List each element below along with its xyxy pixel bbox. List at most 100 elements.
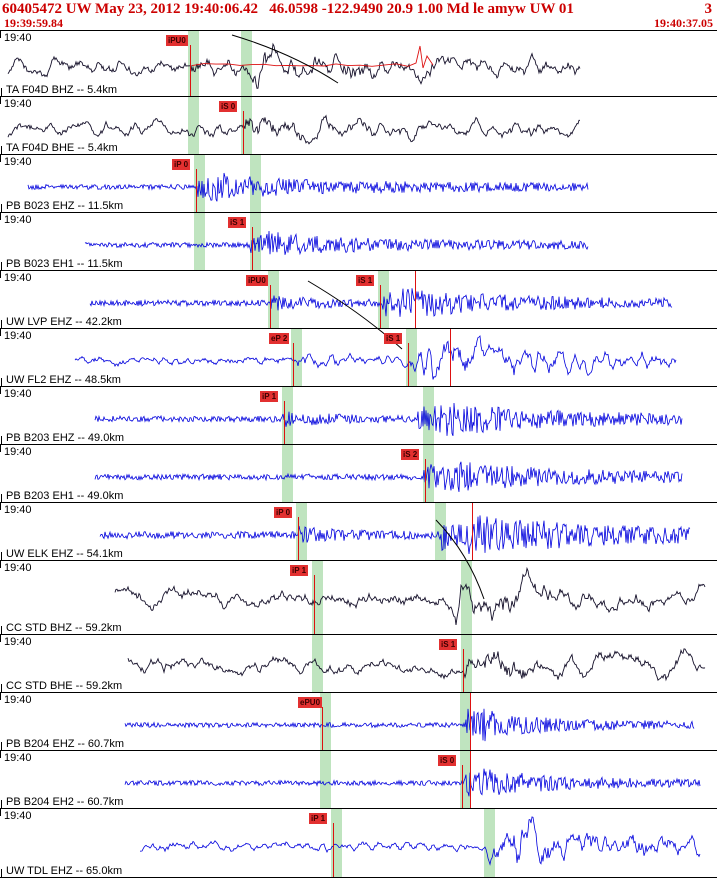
axis-tick xyxy=(0,155,1,162)
coda-cursor-line xyxy=(450,329,451,386)
pick-line xyxy=(284,401,285,444)
phase-window-band[interactable] xyxy=(282,387,293,444)
axis-tick xyxy=(0,31,1,38)
axis-tick xyxy=(0,503,1,510)
trace-panel[interactable]: 19:40 TA F04D BHE -- 5.4km iS 0 xyxy=(0,97,717,155)
trace-station-label: PB B023 EHZ -- 11.5km xyxy=(6,200,124,212)
phase-window-band[interactable] xyxy=(282,445,293,502)
trace-panel[interactable]: 19:40 PB B023 EH1 -- 11.5km iS 1 xyxy=(0,213,717,271)
trace-panel[interactable]: 19:40 PB B023 EHZ -- 11.5km iP 0 xyxy=(0,155,717,213)
pick-flag[interactable]: iP 1 xyxy=(260,391,279,402)
phase-window-band[interactable] xyxy=(194,213,205,270)
phase-window-band[interactable] xyxy=(312,561,323,634)
trace-panel[interactable]: 19:40 UW TDL EHZ -- 65.0km iP 1 xyxy=(0,809,717,878)
trace-time-label: 19:40 xyxy=(4,562,32,574)
pick-line xyxy=(293,343,294,386)
trace-time-label: 19:40 xyxy=(4,330,32,342)
pick-flag[interactable]: iS 0 xyxy=(219,101,238,112)
axis-tick xyxy=(1,204,2,212)
trace-panel[interactable]: 19:40 UW ELK EHZ -- 54.1km iP 0 xyxy=(0,503,717,561)
pick-flag[interactable]: iP 0 xyxy=(274,507,293,518)
axis-tick xyxy=(1,869,2,877)
trace-panel[interactable]: 19:40 PB B204 EH2 -- 60.7km iS 0 xyxy=(0,751,717,809)
pick-flag[interactable]: iS 1 xyxy=(356,275,375,286)
trace-time-label: 19:40 xyxy=(4,752,32,764)
phase-window-band[interactable] xyxy=(484,809,495,877)
phase-window-band[interactable] xyxy=(461,635,472,692)
axis-tick xyxy=(0,445,1,452)
waveform xyxy=(124,708,695,742)
pick-flag[interactable]: iP 1 xyxy=(290,565,309,576)
waveform xyxy=(94,402,683,437)
axis-tick xyxy=(1,320,2,328)
trace-station-label: CC STD BHZ -- 59.2km xyxy=(6,622,122,634)
trace-time-label: 19:40 xyxy=(4,446,32,458)
pick-flag[interactable]: iP 0 xyxy=(172,159,191,170)
trace-station-label: TA F04D BHZ -- 5.4km xyxy=(6,84,118,96)
pick-flag[interactable]: iS 1 xyxy=(228,217,247,228)
pick-line xyxy=(252,227,253,270)
pick-flag[interactable]: iPU0 xyxy=(166,35,188,46)
phase-window-band[interactable] xyxy=(241,97,252,154)
pick-flag[interactable]: iS 1 xyxy=(439,639,458,650)
pick-line xyxy=(270,285,271,328)
waveform xyxy=(84,230,589,256)
trace-time-label: 19:40 xyxy=(4,504,32,516)
phase-window-band[interactable] xyxy=(406,329,417,386)
waveform xyxy=(74,335,677,380)
trace-panel[interactable]: 19:40 TA F04D BHZ -- 5.4km iPU0 xyxy=(0,31,717,97)
trace-panel[interactable]: 19:40 UW FL2 EHZ -- 48.5km eP 2 iS 1 xyxy=(0,329,717,387)
event-summary: 60405472 UW May 23, 2012 19:40:06.42 46.… xyxy=(2,1,574,17)
axis-tick xyxy=(1,494,2,502)
time-window-row: 19:39:59.84 19:40:37.05 xyxy=(0,17,717,30)
waveform xyxy=(114,566,706,625)
trace-panel[interactable]: 19:40 PB B204 EHZ -- 60.7km ePU0 xyxy=(0,693,717,751)
trace-station-label: CC STD BHE -- 59.2km xyxy=(6,680,123,692)
trace-panel[interactable]: 19:40 PB B203 EH1 -- 49.0km iS 2 xyxy=(0,445,717,503)
pick-flag[interactable]: iS 0 xyxy=(438,755,457,766)
pick-flag[interactable]: iPU0 xyxy=(246,275,268,286)
phase-window-band[interactable] xyxy=(188,31,199,96)
trace-station-label: UW ELK EHZ -- 54.1km xyxy=(6,548,123,560)
waveform xyxy=(94,461,683,492)
phase-window-band[interactable] xyxy=(188,97,199,154)
waveform xyxy=(7,114,580,145)
axis-tick xyxy=(0,213,1,220)
waveform xyxy=(99,515,691,555)
header: 60405472 UW May 23, 2012 19:40:06.42 46.… xyxy=(0,0,717,30)
phase-window-band[interactable] xyxy=(460,751,471,808)
pick-flag[interactable]: iS 2 xyxy=(401,449,420,460)
pick-line xyxy=(314,575,315,634)
axis-tick xyxy=(1,88,2,96)
trace-time-label: 19:40 xyxy=(4,388,32,400)
axis-tick xyxy=(0,809,1,816)
coda-cursor-line xyxy=(472,503,473,560)
pick-line xyxy=(333,823,334,877)
phase-window-band[interactable] xyxy=(250,213,261,270)
phase-window-band[interactable] xyxy=(320,693,331,750)
trace-panel[interactable]: 19:40 PB B203 EHZ -- 49.0km iP 1 xyxy=(0,387,717,445)
trace-station-label: TA F04D BHE -- 5.4km xyxy=(6,142,118,154)
axis-tick xyxy=(1,146,2,154)
phase-window-band[interactable] xyxy=(312,635,323,692)
trace-panel[interactable]: 19:40 UW LVP EHZ -- 42.2km iPU0 iS 1 xyxy=(0,271,717,329)
phase-window-band[interactable] xyxy=(331,809,342,877)
pick-line xyxy=(322,707,323,750)
phase-window-band[interactable] xyxy=(250,155,261,212)
pick-flag[interactable]: iP 1 xyxy=(309,813,328,824)
pick-flag[interactable]: iS 1 xyxy=(384,333,403,344)
coda-cursor-line xyxy=(415,271,416,328)
phase-window-band[interactable] xyxy=(291,329,302,386)
phase-window-band[interactable] xyxy=(320,751,331,808)
trace-panel[interactable]: 19:40 CC STD BHE -- 59.2km iS 1 xyxy=(0,635,717,693)
pick-flag[interactable]: eP 2 xyxy=(269,333,290,344)
trace-time-label: 19:40 xyxy=(4,810,32,822)
trace-panel[interactable]: 19:40 CC STD BHZ -- 59.2km iP 1 xyxy=(0,561,717,635)
trace-station-label: UW LVP EHZ -- 42.2km xyxy=(6,316,122,328)
window-end-time: 19:40:37.05 xyxy=(654,16,713,30)
trace-station-label: PB B203 EH1 -- 49.0km xyxy=(6,490,124,502)
pick-flag[interactable]: ePU0 xyxy=(298,697,323,708)
trace-station-label: PB B204 EHZ -- 60.7km xyxy=(6,738,124,750)
waveform xyxy=(127,648,706,682)
phase-window-band[interactable] xyxy=(296,503,307,560)
